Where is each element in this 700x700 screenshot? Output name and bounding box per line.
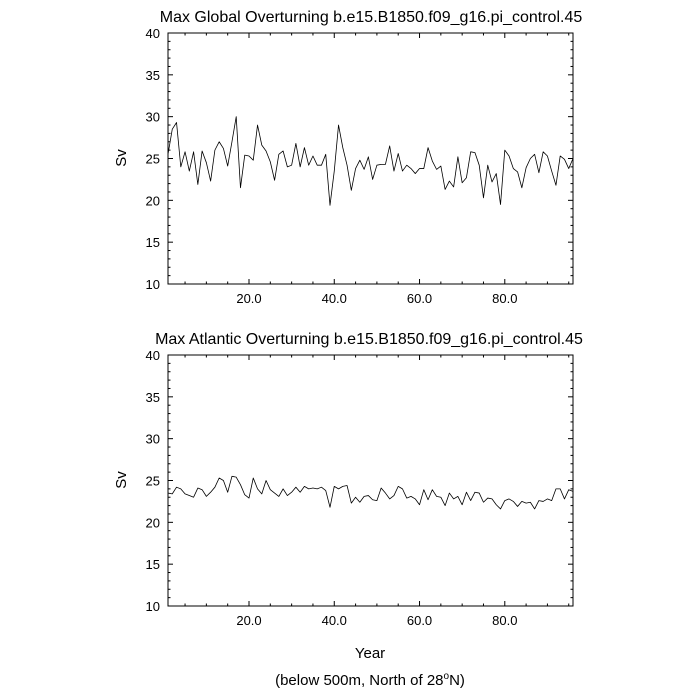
footnote-suffix: N) (449, 672, 465, 689)
y-tick-label: 10 (146, 277, 160, 292)
x-tick-label: 20.0 (236, 291, 261, 306)
x-tick-label: 60.0 (407, 613, 432, 628)
chart-title: Max Atlantic Overturning b.e15.B1850.f09… (155, 331, 583, 348)
global-overturning-panel: Max Global Overturning b.e15.B1850.f09_g… (113, 9, 582, 306)
series-line (167, 475, 574, 510)
y-tick-label: 15 (146, 235, 160, 250)
degree-symbol: o (444, 671, 450, 682)
plot-frame (167, 354, 574, 607)
y-axis-label: Sv (113, 471, 130, 489)
series-layer (167, 116, 574, 206)
x-tick-label: 40.0 (322, 613, 347, 628)
y-axis-label: Sv (113, 149, 130, 167)
x-axis-label: Year (355, 645, 385, 662)
y-tick-label: 10 (146, 599, 160, 614)
x-tick-label: 20.0 (236, 613, 261, 628)
y-tick-label: 30 (146, 432, 160, 447)
atlantic-overturning-panel: Max Atlantic Overturning b.e15.B1850.f09… (113, 331, 583, 662)
y-tick-label: 20 (146, 515, 160, 530)
x-tick-label: 40.0 (322, 291, 347, 306)
plot-frame (167, 32, 574, 285)
tick-layer: 10 15 20 25 30 35 40 20.0 40.0 60.0 80.0 (146, 26, 573, 306)
y-tick-label: 40 (146, 26, 160, 41)
chart-title: Max Global Overturning b.e15.B1850.f09_g… (160, 9, 583, 26)
y-tick-label: 25 (146, 474, 160, 489)
y-tick-label: 15 (146, 557, 160, 572)
y-tick-label: 35 (146, 68, 160, 83)
x-tick-label: 80.0 (492, 291, 517, 306)
series-layer (167, 475, 574, 510)
tick-layer: 10 15 20 25 30 35 40 20.0 40.0 60.0 80.0 (146, 348, 573, 628)
footnote: (below 500m, North of 28oN) (275, 671, 465, 689)
y-tick-label: 25 (146, 152, 160, 167)
x-tick-label: 80.0 (492, 613, 517, 628)
footnote-prefix: (below 500m, North of 28 (275, 672, 443, 689)
y-tick-label: 30 (146, 110, 160, 125)
y-tick-label: 40 (146, 348, 160, 363)
x-tick-label: 60.0 (407, 291, 432, 306)
series-line (167, 116, 574, 206)
y-tick-label: 20 (146, 193, 160, 208)
y-tick-label: 35 (146, 390, 160, 405)
